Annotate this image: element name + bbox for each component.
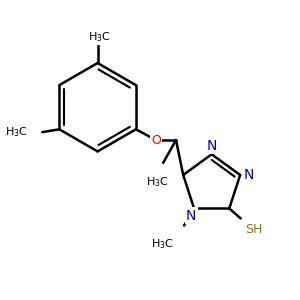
Text: H$_3$C: H$_3$C (5, 125, 28, 139)
Text: H$_3$C: H$_3$C (88, 31, 110, 44)
Text: H$_3$C: H$_3$C (146, 176, 169, 190)
Text: O: O (151, 134, 161, 146)
Text: N: N (244, 168, 254, 182)
Text: N: N (206, 139, 217, 153)
Text: N: N (186, 208, 196, 223)
Text: H$_3$C: H$_3$C (151, 237, 174, 251)
Text: SH: SH (245, 223, 262, 236)
